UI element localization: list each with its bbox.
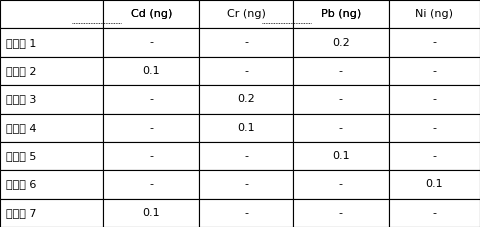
- Text: Cr (ng): Cr (ng): [227, 9, 265, 19]
- Bar: [293, 114, 389, 142]
- Text: -: -: [432, 94, 436, 104]
- Bar: [103, 0, 199, 28]
- Bar: [389, 85, 480, 114]
- Text: 0.1: 0.1: [332, 151, 349, 161]
- Bar: [389, 170, 480, 199]
- Bar: [389, 57, 480, 85]
- Text: -: -: [244, 208, 248, 218]
- Bar: [293, 0, 389, 28]
- Text: 实施例 1: 实施例 1: [6, 37, 36, 48]
- Text: -: -: [339, 123, 343, 133]
- Bar: [103, 170, 199, 199]
- Text: Cd (ng): Cd (ng): [131, 9, 172, 19]
- Bar: [199, 28, 293, 57]
- Text: -: -: [339, 66, 343, 76]
- Bar: [0, 142, 103, 170]
- Bar: [0, 0, 103, 28]
- Text: -: -: [432, 208, 436, 218]
- Bar: [199, 114, 293, 142]
- Text: -: -: [244, 151, 248, 161]
- Bar: [0, 57, 103, 85]
- Bar: [389, 142, 480, 170]
- Bar: [199, 142, 293, 170]
- Text: 0.1: 0.1: [143, 208, 160, 218]
- Bar: [0, 85, 103, 114]
- Text: -: -: [149, 179, 153, 190]
- Text: 实施例 7: 实施例 7: [6, 208, 36, 218]
- Bar: [389, 114, 480, 142]
- Text: -: -: [244, 37, 248, 48]
- Bar: [199, 199, 293, 227]
- Text: 0.2: 0.2: [332, 37, 349, 48]
- Bar: [103, 28, 199, 57]
- Bar: [103, 142, 199, 170]
- Text: Pb (ng): Pb (ng): [321, 9, 361, 19]
- Bar: [389, 199, 480, 227]
- Bar: [0, 170, 103, 199]
- Bar: [0, 28, 103, 57]
- Text: 0.1: 0.1: [426, 179, 443, 190]
- Text: 0.2: 0.2: [237, 94, 255, 104]
- Text: -: -: [244, 66, 248, 76]
- Text: -: -: [432, 66, 436, 76]
- Bar: [103, 57, 199, 85]
- Text: 实施例 2: 实施例 2: [6, 66, 36, 76]
- Text: -: -: [339, 179, 343, 190]
- Bar: [293, 142, 389, 170]
- Text: 0.1: 0.1: [143, 66, 160, 76]
- Text: -: -: [339, 94, 343, 104]
- Bar: [103, 114, 199, 142]
- Text: -: -: [244, 179, 248, 190]
- Text: -: -: [149, 151, 153, 161]
- Text: 实施例 3: 实施例 3: [6, 94, 36, 104]
- Bar: [103, 85, 199, 114]
- Bar: [389, 28, 480, 57]
- Text: 实施例 5: 实施例 5: [6, 151, 36, 161]
- Bar: [293, 170, 389, 199]
- Bar: [0, 199, 103, 227]
- Text: 实施例 4: 实施例 4: [6, 123, 36, 133]
- Text: 实施例 6: 实施例 6: [6, 179, 36, 190]
- Text: -: -: [149, 123, 153, 133]
- Text: Pb (ng): Pb (ng): [321, 9, 361, 19]
- Text: -: -: [339, 208, 343, 218]
- Text: -: -: [432, 151, 436, 161]
- Bar: [293, 199, 389, 227]
- Text: Cd (ng): Cd (ng): [131, 9, 172, 19]
- Bar: [293, 28, 389, 57]
- Text: -: -: [149, 94, 153, 104]
- Bar: [103, 199, 199, 227]
- Bar: [389, 0, 480, 28]
- Bar: [199, 0, 293, 28]
- Bar: [0, 114, 103, 142]
- Bar: [293, 57, 389, 85]
- Bar: [199, 85, 293, 114]
- Text: -: -: [432, 123, 436, 133]
- Text: Ni (ng): Ni (ng): [415, 9, 454, 19]
- Bar: [293, 85, 389, 114]
- Text: -: -: [432, 37, 436, 48]
- Bar: [199, 170, 293, 199]
- Text: 0.1: 0.1: [237, 123, 255, 133]
- Text: -: -: [149, 37, 153, 48]
- Bar: [199, 57, 293, 85]
